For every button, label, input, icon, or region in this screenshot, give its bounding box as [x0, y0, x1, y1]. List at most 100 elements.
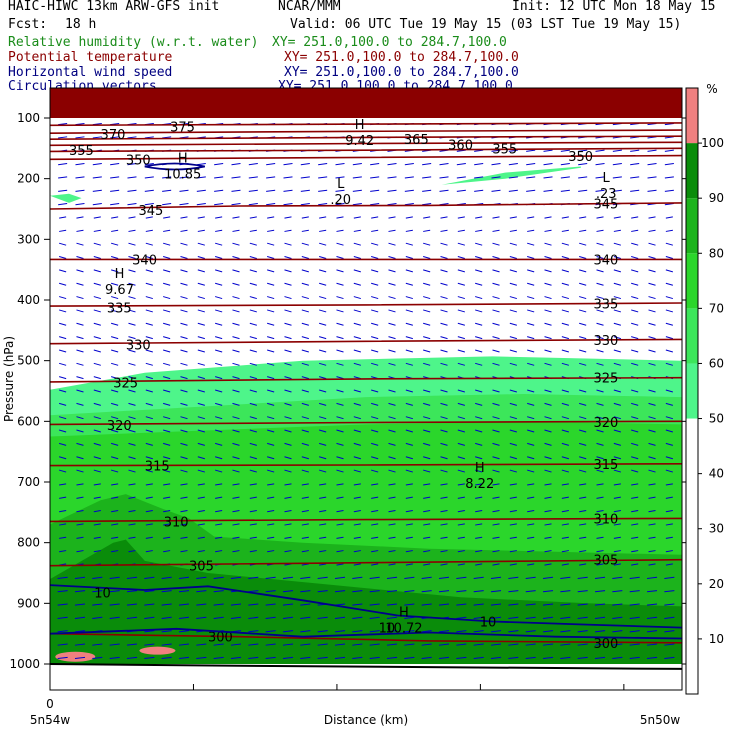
wind-vector	[336, 362, 344, 366]
wind-vector	[76, 282, 84, 286]
wind-vector	[423, 229, 431, 232]
wind-vector	[161, 590, 172, 593]
wind-vector	[560, 616, 571, 619]
wind-vector	[232, 510, 240, 513]
wind-vector	[561, 550, 569, 553]
wind-vector	[423, 483, 431, 486]
wind-vector	[631, 536, 639, 539]
wind-vector	[665, 550, 673, 553]
wind-vector	[492, 536, 500, 539]
rh-fill-90	[50, 539, 682, 664]
wind-vector	[353, 402, 361, 406]
wind-vector	[352, 643, 363, 646]
wind-vector	[544, 269, 552, 273]
terrain-mask	[50, 665, 682, 690]
wind-vector	[163, 349, 171, 353]
wind-vector	[544, 349, 552, 353]
wind-vector	[128, 496, 136, 499]
wind-vector	[111, 496, 119, 499]
wind-vector	[664, 149, 674, 152]
wind-vector	[527, 483, 535, 486]
theta-contour-label: 305	[189, 560, 214, 575]
wind-vector	[405, 496, 413, 499]
wind-vector	[509, 523, 517, 526]
wind-vector	[215, 216, 223, 219]
wind-vector	[248, 603, 259, 606]
wind-vector	[369, 590, 380, 593]
wind-vector	[178, 630, 190, 633]
wind-vector	[491, 163, 501, 166]
wind-vector	[336, 229, 344, 232]
wind-vector	[475, 362, 483, 366]
wind-vector	[509, 483, 517, 486]
wind-vector	[57, 576, 68, 579]
extremum-value: .20	[330, 193, 351, 208]
wind-vector	[473, 590, 484, 593]
wind-vector	[249, 469, 257, 473]
wind-vector	[596, 442, 604, 446]
wind-vector	[423, 469, 431, 473]
wind-vector	[197, 442, 205, 446]
wind-vector	[544, 402, 552, 406]
wind-vector	[388, 296, 396, 300]
wind-vector	[578, 149, 588, 152]
wind-vector	[145, 550, 153, 553]
wind-vector	[284, 362, 292, 366]
wind-vector	[93, 510, 101, 513]
wind-vector	[111, 429, 119, 433]
wind-vector	[109, 643, 120, 646]
theta-contour-label: 315	[145, 460, 170, 475]
wind-vector	[163, 216, 171, 219]
wind-vector	[76, 536, 84, 539]
wind-vector	[577, 656, 588, 660]
wind-vector	[473, 576, 484, 579]
wind-vector	[249, 296, 257, 300]
wind-vector	[647, 149, 657, 152]
wind-vector	[248, 616, 259, 619]
extremum-type: H	[115, 267, 125, 282]
wind-vector	[284, 442, 292, 446]
wind-vector	[352, 630, 363, 633]
wind-vector	[646, 643, 658, 646]
wind-vector	[215, 496, 223, 499]
wind-vector	[93, 550, 101, 553]
init-text: Init: 12 UTC Mon 18 May 15	[512, 0, 716, 14]
wind-vector	[319, 563, 327, 566]
wind-vector	[93, 296, 101, 300]
wind-vector	[336, 510, 344, 513]
wind-vector	[267, 550, 275, 553]
wind-vector	[544, 242, 552, 246]
wind-vector	[353, 510, 361, 513]
wind-vector	[58, 163, 68, 166]
wind-vector	[543, 189, 553, 192]
wind-vector	[561, 496, 569, 499]
wind-vector	[197, 416, 205, 420]
wind-vector	[59, 456, 67, 460]
wind-vector	[57, 616, 68, 619]
wind-vector	[596, 362, 604, 366]
wind-vector	[664, 176, 674, 179]
theta-contour-label: 340	[594, 253, 619, 268]
colorbar-swatch	[686, 363, 698, 419]
wind-vector	[596, 296, 604, 300]
wind-vector	[439, 189, 449, 192]
wind-vector	[232, 496, 240, 499]
wind-vector	[300, 189, 310, 192]
wind-vector	[249, 269, 257, 273]
wind-vector	[509, 242, 517, 246]
theta-contour-label: 345	[138, 204, 163, 219]
wind-vector	[197, 550, 205, 553]
wind-vector	[248, 189, 258, 192]
wind-vector	[544, 416, 552, 420]
wind-vector	[542, 603, 554, 606]
wind-vector	[438, 643, 450, 646]
wind-vector	[527, 242, 535, 246]
wind-vector	[300, 643, 311, 646]
wind-vector	[163, 269, 171, 273]
wind-vector	[76, 496, 84, 499]
wind-vector	[336, 416, 344, 420]
wind-vector	[475, 469, 483, 473]
wind-vector	[631, 456, 639, 460]
wind-vector	[335, 176, 345, 179]
wind-vector	[180, 416, 188, 420]
